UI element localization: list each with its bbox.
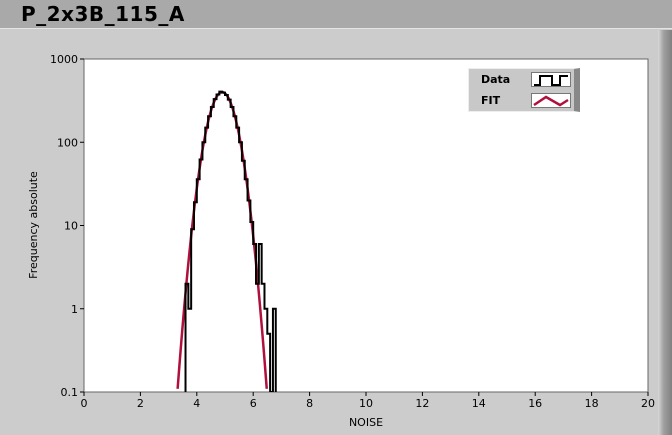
x-tick-label: 12 — [415, 397, 429, 410]
legend-item-fit[interactable]: FIT — [469, 91, 573, 111]
x-axis-label: NOISE — [349, 416, 383, 429]
y-axis-label: Frequency absolute — [27, 171, 40, 279]
x-tick-label: 8 — [306, 397, 313, 410]
y-tick-label: 0.1 — [61, 386, 79, 399]
x-tick-label: 20 — [641, 397, 655, 410]
legend-label: Data — [481, 73, 511, 86]
legend-item-data[interactable]: Data — [469, 70, 573, 90]
x-tick-label: 10 — [359, 397, 373, 410]
legend-label: FIT — [481, 94, 501, 107]
data-series-step — [184, 90, 277, 392]
x-tick-label: 2 — [137, 397, 144, 410]
plot-legend[interactable]: Data FIT — [468, 68, 580, 112]
y-tick-label: 1 — [71, 303, 78, 316]
step-line-icon — [531, 72, 571, 87]
y-tick-label: 1000 — [50, 53, 78, 66]
plot-area — [83, 58, 649, 393]
y-tick-label: 10 — [64, 220, 78, 233]
x-tick-label: 18 — [585, 397, 599, 410]
line-icon — [531, 93, 571, 108]
title-bar: P_2x3B_115_A — [0, 0, 672, 28]
x-tick-label: 14 — [472, 397, 486, 410]
x-tick-label: 4 — [193, 397, 200, 410]
window-title: P_2x3B_115_A — [21, 2, 185, 26]
right-scrollbar[interactable] — [658, 30, 672, 435]
x-tick-label: 6 — [250, 397, 257, 410]
x-tick-label: 16 — [528, 397, 542, 410]
x-tick-label: 0 — [81, 397, 88, 410]
y-tick-label: 100 — [57, 136, 78, 149]
